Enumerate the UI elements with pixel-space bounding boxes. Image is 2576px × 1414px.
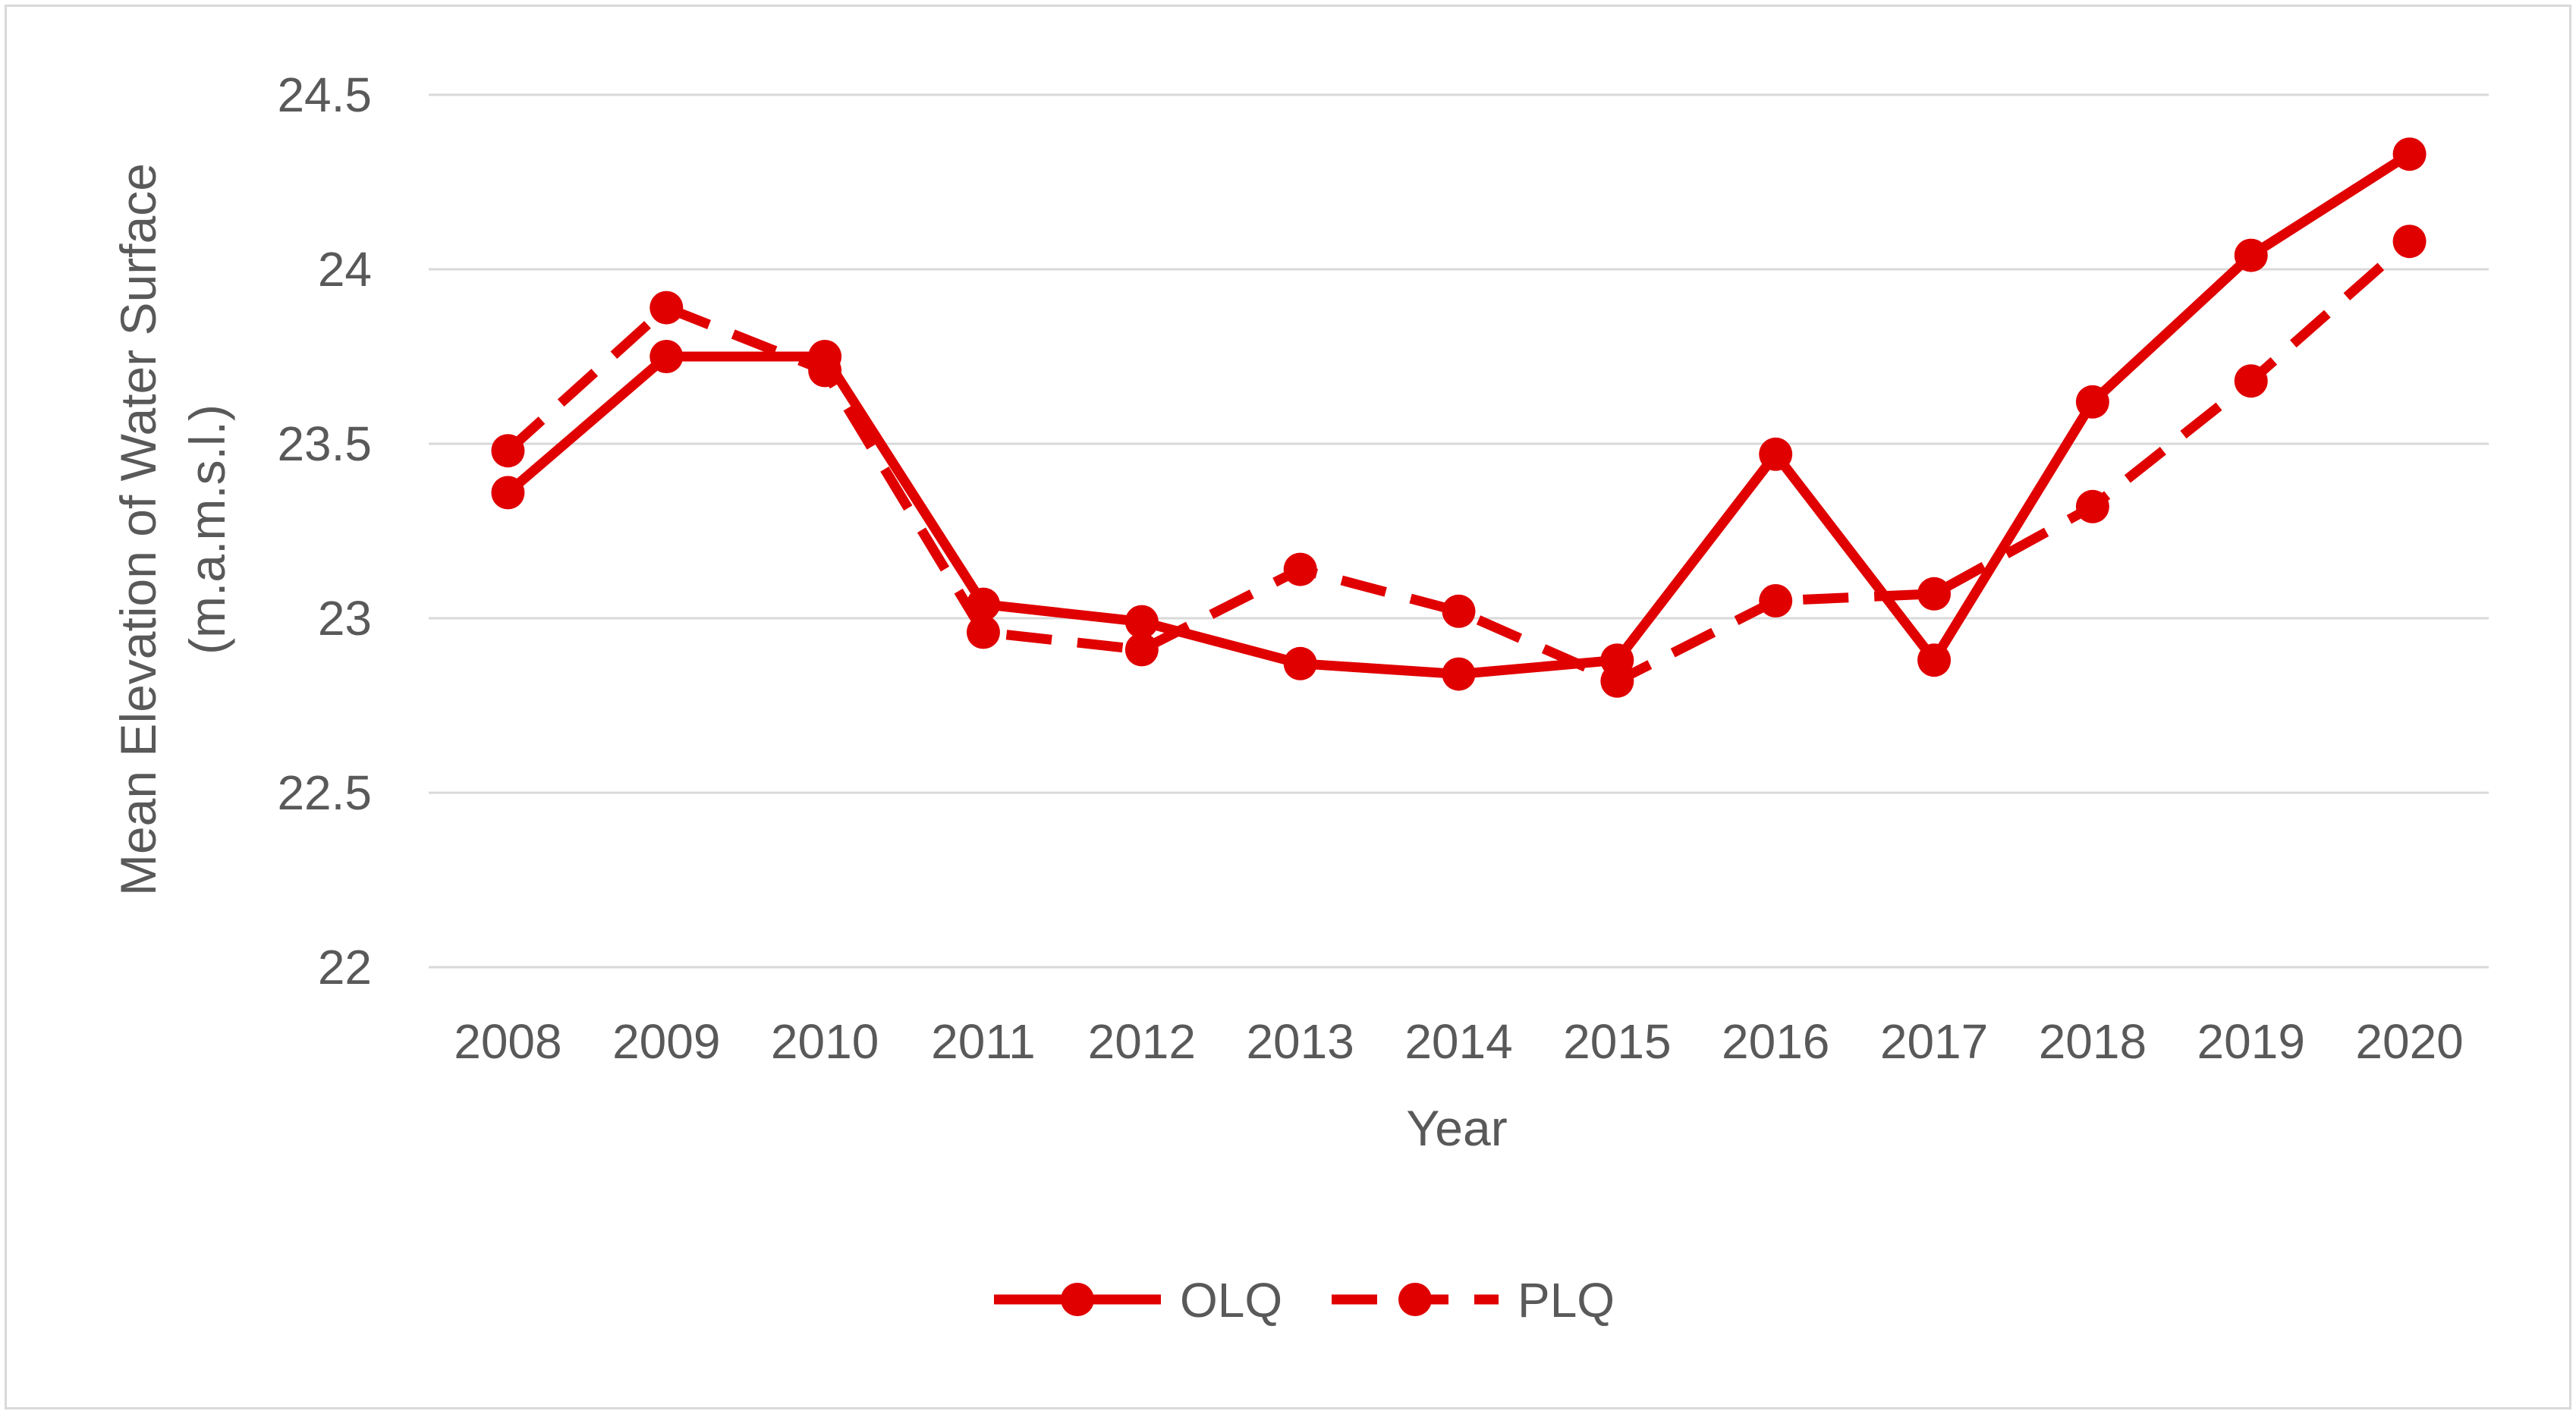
gridlines <box>429 93 2489 969</box>
x-tick-label: 2020 <box>2355 1014 2463 1069</box>
y-tick-label: 24 <box>318 242 372 297</box>
data-point-olq-2018 <box>2075 385 2109 419</box>
data-point-plq-2018 <box>2075 489 2109 523</box>
legend-item-olq: OLQ <box>994 1273 1282 1328</box>
series-plq <box>491 225 2427 698</box>
data-point-olq-2019 <box>2234 238 2268 272</box>
x-tick-label: 2013 <box>1246 1014 1354 1069</box>
data-point-plq-2015 <box>1600 664 1634 698</box>
x-tick-label: 2011 <box>931 1014 1036 1069</box>
legend-item-plq: PLQ <box>1332 1273 1615 1328</box>
legend-swatch-marker <box>1398 1283 1432 1316</box>
legend-label: PLQ <box>1518 1273 1615 1328</box>
x-tick-label: 2015 <box>1563 1014 1671 1069</box>
data-point-plq-2010 <box>808 354 842 388</box>
data-point-olq-2020 <box>2392 137 2427 171</box>
x-tick-label: 2018 <box>2039 1014 2147 1069</box>
data-point-plq-2020 <box>2392 225 2427 259</box>
x-tick-label: 2010 <box>771 1014 879 1069</box>
x-tick-label: 2009 <box>612 1014 720 1069</box>
chart-frame <box>5 5 2571 1409</box>
data-point-plq-2014 <box>1442 594 1476 628</box>
data-point-olq-2009 <box>650 340 684 373</box>
data-point-plq-2017 <box>1917 577 1952 611</box>
x-axis-title: Year <box>1406 1100 1507 1156</box>
x-tick-label: 2016 <box>1722 1014 1829 1069</box>
x-tick-label: 2017 <box>1880 1014 1988 1069</box>
x-axis-ticks: 2008 2009 2010 2011 2012 2013 2014 2015 2016 2017… <box>454 1014 2464 1069</box>
data-point-plq-2016 <box>1759 584 1793 617</box>
data-point-plq-2012 <box>1124 633 1159 667</box>
data-point-plq-2013 <box>1283 552 1317 586</box>
x-tick-label: 2019 <box>2197 1014 2305 1069</box>
legend-label: OLQ <box>1180 1273 1282 1328</box>
y-axis-ticks: 22 22.5 23 23.5 24 24.5 <box>277 68 372 995</box>
data-point-olq-2016 <box>1759 437 1793 471</box>
y-tick-label: 23 <box>318 591 372 646</box>
legend-swatch-marker <box>1061 1283 1094 1316</box>
data-point-plq-2011 <box>966 615 1000 649</box>
y-tick-label: 22 <box>318 940 372 995</box>
data-point-olq-2013 <box>1283 646 1317 680</box>
data-point-plq-2008 <box>491 434 525 468</box>
data-point-olq-2017 <box>1917 643 1952 677</box>
y-tick-label: 24.5 <box>277 68 372 122</box>
y-tick-label: 22.5 <box>277 765 372 820</box>
data-point-plq-2009 <box>650 291 684 325</box>
x-tick-label: 2008 <box>454 1014 561 1069</box>
y-axis-title-line-1: Mean Elevation of Water Surface <box>110 163 166 896</box>
x-tick-label: 2012 <box>1088 1014 1196 1069</box>
data-point-olq-2012 <box>1124 605 1159 639</box>
legend: OLQ PLQ <box>994 1273 1615 1328</box>
series-lines <box>491 137 2427 698</box>
x-tick-label: 2014 <box>1404 1014 1512 1069</box>
data-point-plq-2019 <box>2234 364 2268 398</box>
y-axis-title-line-2: (m.a.m.s.l.) <box>179 404 235 655</box>
y-tick-label: 23.5 <box>277 416 372 471</box>
data-point-olq-2008 <box>491 476 525 510</box>
data-point-olq-2014 <box>1442 657 1476 691</box>
